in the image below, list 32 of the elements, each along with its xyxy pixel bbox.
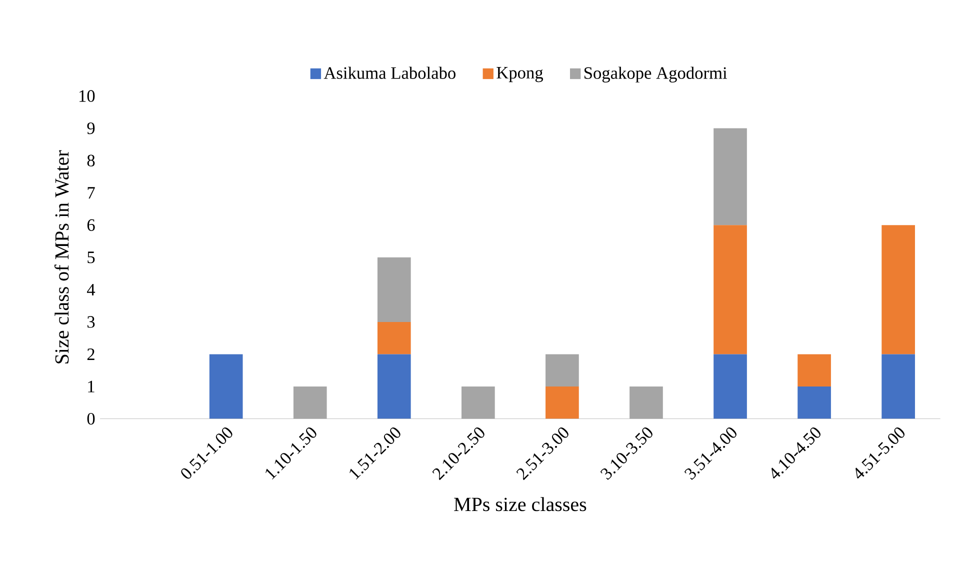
bar xyxy=(377,258,411,322)
y-tick-label: 6 xyxy=(87,220,95,232)
bar xyxy=(377,322,411,354)
y-tick-label: 8 xyxy=(87,154,95,167)
y-tick-label: 5 xyxy=(88,252,95,264)
legend-label: Kpong xyxy=(496,67,544,82)
legend-label: Asikuma Labolabo xyxy=(324,66,456,80)
x-axis-title: MPs size classes xyxy=(454,497,586,512)
bar xyxy=(798,354,831,387)
bar xyxy=(714,225,747,354)
y-axis-title: Size class of MPs in Water xyxy=(54,150,69,364)
legend-label: Sogakope Agodormi xyxy=(584,66,728,83)
y-tick-label: 9 xyxy=(87,122,95,134)
bar xyxy=(377,354,411,420)
bar xyxy=(882,225,915,354)
y-tick-label: 1 xyxy=(88,381,94,392)
bar xyxy=(714,354,747,420)
y-tick-label: 2 xyxy=(87,348,94,360)
y-tick-label: 10 xyxy=(80,90,95,102)
bar xyxy=(798,386,831,420)
bar xyxy=(546,386,579,420)
bar xyxy=(714,128,747,226)
bar xyxy=(546,354,579,387)
y-tick-label: 0 xyxy=(87,413,95,425)
bar xyxy=(630,386,663,420)
bar xyxy=(209,354,243,420)
bar xyxy=(293,386,327,420)
y-tick-label: 7 xyxy=(88,187,95,199)
bar xyxy=(462,386,495,420)
y-tick-label: 3 xyxy=(88,316,95,328)
bar xyxy=(882,354,915,420)
y-tick-label: 4 xyxy=(86,284,96,296)
